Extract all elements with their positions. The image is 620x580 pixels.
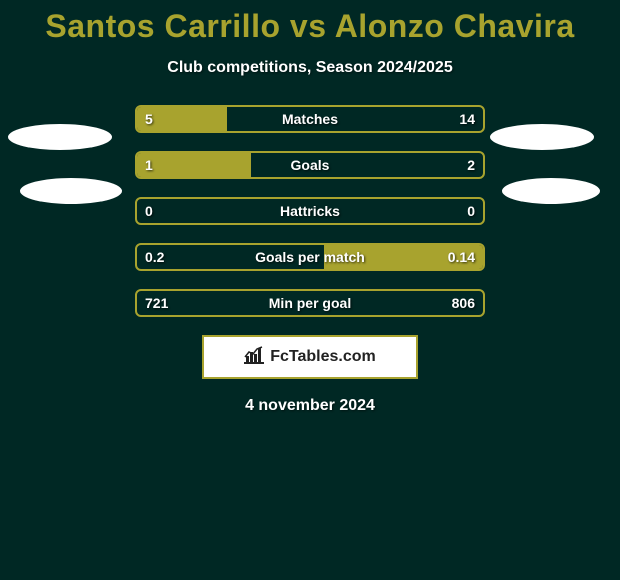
stat-value-left: 0 bbox=[145, 203, 153, 219]
stat-fill-left bbox=[137, 107, 227, 131]
stat-value-right: 14 bbox=[459, 111, 475, 127]
fctables-logo-box: FcTables.com bbox=[202, 335, 418, 379]
stat-label: Hattricks bbox=[137, 203, 483, 219]
decorative-ellipse bbox=[8, 124, 112, 150]
comparison-subtitle: Club competitions, Season 2024/2025 bbox=[0, 59, 620, 77]
stat-row: 0.20.14Goals per match bbox=[135, 243, 485, 271]
stat-value-right: 0 bbox=[467, 203, 475, 219]
comparison-title: Santos Carrillo vs Alonzo Chavira bbox=[0, 0, 620, 45]
stat-label: Min per goal bbox=[137, 295, 483, 311]
stat-row: 12Goals bbox=[135, 151, 485, 179]
bar-chart-icon bbox=[244, 346, 264, 369]
stat-fill-left bbox=[137, 153, 251, 177]
stat-row: 721 806Min per goal bbox=[135, 289, 485, 317]
stat-value-right: 806 bbox=[452, 295, 475, 311]
stat-fill-right bbox=[324, 245, 483, 269]
stat-value-left: 721 bbox=[145, 295, 168, 311]
date-text: 4 november 2024 bbox=[0, 397, 620, 415]
stat-row: 0 0Hattricks bbox=[135, 197, 485, 225]
decorative-ellipse bbox=[490, 124, 594, 150]
fctables-logo-text: FcTables.com bbox=[270, 348, 376, 366]
stat-row: 514Matches bbox=[135, 105, 485, 133]
decorative-ellipse bbox=[20, 178, 122, 204]
stat-value-left: 0.2 bbox=[145, 249, 164, 265]
decorative-ellipse bbox=[502, 178, 600, 204]
stat-value-right: 2 bbox=[467, 157, 475, 173]
